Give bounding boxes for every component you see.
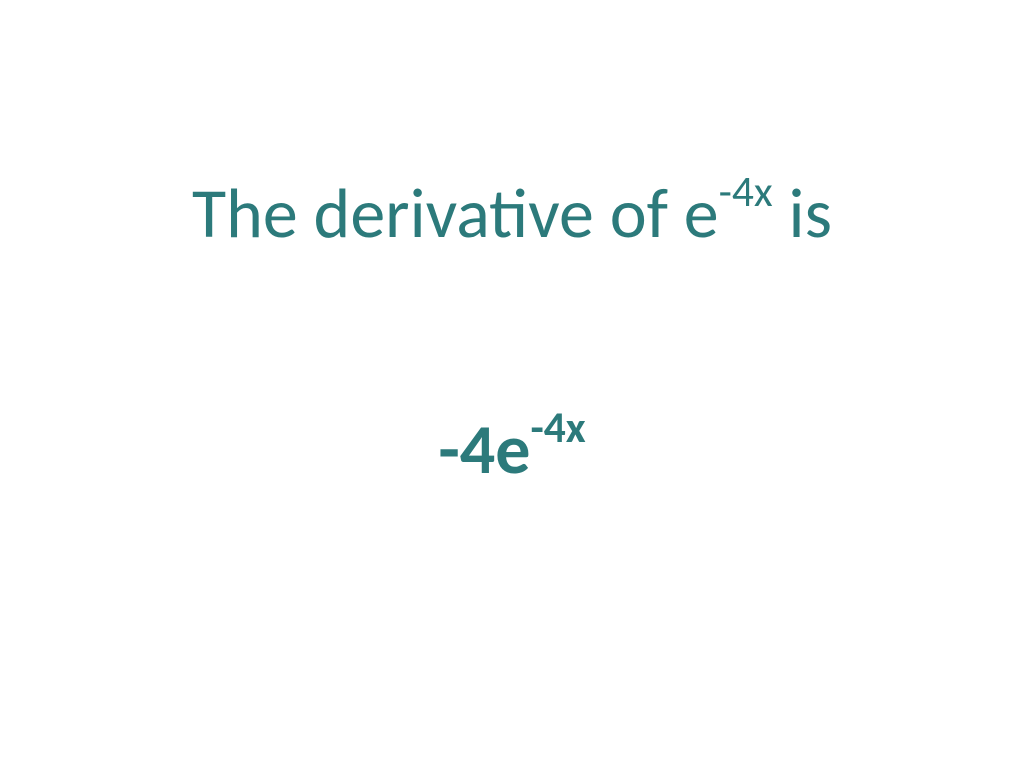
derivative-statement: The derivative of e-4x is — [192, 170, 832, 256]
derivative-answer: -4e-4x — [438, 406, 585, 492]
answer-prefix: -4e — [438, 406, 530, 492]
title-prefix: The derivative of e — [192, 170, 719, 256]
title-suffix: is — [773, 170, 832, 256]
answer-exponent: -4x — [530, 401, 585, 454]
title-exponent: -4x — [719, 165, 773, 218]
